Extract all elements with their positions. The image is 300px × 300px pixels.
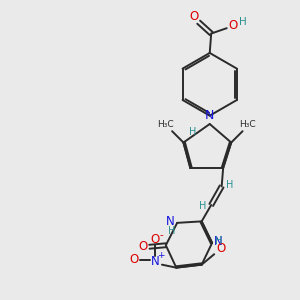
Text: +: + — [157, 250, 164, 260]
Text: N: N — [151, 255, 160, 268]
Text: O: O — [216, 242, 225, 255]
Text: O: O — [229, 19, 238, 32]
Text: H: H — [199, 201, 206, 212]
Text: N: N — [214, 235, 223, 248]
Text: O: O — [138, 240, 148, 253]
Text: H: H — [189, 127, 197, 137]
Text: H: H — [226, 180, 234, 190]
Text: H: H — [167, 226, 175, 236]
Text: H: H — [215, 236, 222, 246]
Text: H: H — [239, 17, 247, 27]
Text: -: - — [160, 230, 163, 240]
Text: H₃C: H₃C — [239, 120, 255, 129]
Text: O: O — [151, 233, 160, 246]
Text: O: O — [129, 253, 139, 266]
Text: H₃C: H₃C — [157, 120, 174, 129]
Text: N: N — [166, 215, 175, 228]
Text: N: N — [205, 109, 214, 122]
Text: O: O — [190, 10, 199, 23]
